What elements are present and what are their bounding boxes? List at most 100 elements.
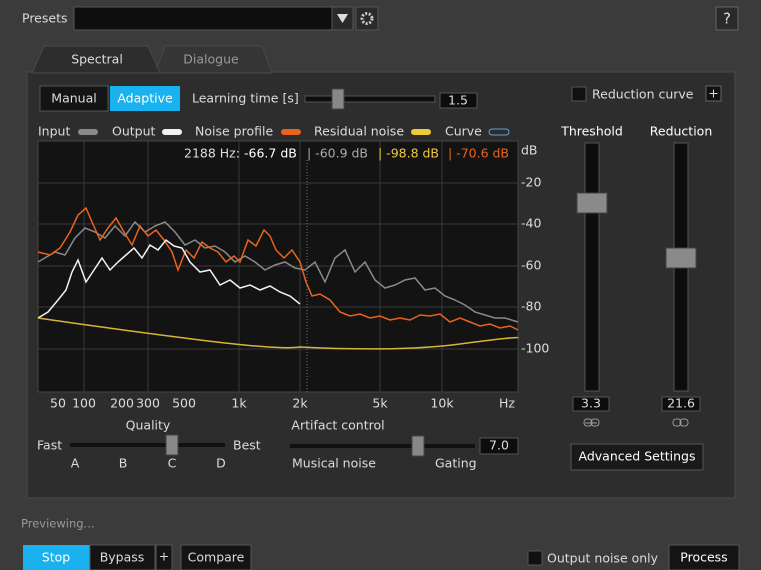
- legend-label: Curve: [445, 124, 482, 139]
- learning-value: 1.5: [448, 93, 468, 108]
- db-label: -40: [521, 216, 541, 231]
- db-label: -80: [521, 299, 541, 314]
- tab-dialogue[interactable]: [154, 45, 273, 74]
- threshold-value-box[interactable]: [572, 396, 610, 412]
- artifact-thumb[interactable]: [411, 435, 425, 457]
- artifact-musical: Musical noise: [292, 456, 376, 471]
- freq-label: 2k: [292, 396, 308, 411]
- reduction-value: 21.6: [667, 396, 695, 411]
- residual-curve: [37, 317, 519, 350]
- quality-best: Best: [233, 438, 261, 453]
- readout-freq: 2188 Hz:: [184, 146, 240, 161]
- stop-label: Stop: [42, 550, 70, 565]
- advanced-settings-button[interactable]: [570, 443, 704, 471]
- reduction-curve-label: Reduction curve: [592, 87, 694, 102]
- bypass-button[interactable]: [89, 544, 156, 570]
- db-label: dB: [521, 143, 538, 158]
- quality-level: A: [71, 456, 80, 471]
- manual-button[interactable]: [39, 85, 109, 112]
- link-icon: [679, 418, 689, 427]
- legend-label: Output: [112, 124, 156, 139]
- freq-label: 50: [50, 396, 66, 411]
- stop-button[interactable]: [23, 545, 90, 570]
- grid: [38, 141, 518, 392]
- quality-level: D: [216, 456, 226, 471]
- artifact-label: Artifact control: [291, 418, 384, 433]
- arrow-icon: [337, 14, 348, 23]
- presets-dropdown[interactable]: [73, 6, 333, 31]
- output-curve: [37, 238, 301, 319]
- threshold-value: 3.3: [581, 396, 601, 411]
- compare-button[interactable]: [180, 544, 252, 570]
- learning-slider[interactable]: [304, 95, 436, 103]
- manual-label: Manual: [51, 91, 96, 106]
- threshold-slider[interactable]: [584, 142, 600, 392]
- help-button[interactable]: [715, 6, 739, 31]
- help-text: ?: [723, 10, 731, 28]
- db-label: -60: [521, 258, 541, 273]
- reduction-value-box[interactable]: [661, 396, 701, 412]
- threshold-label: Threshold: [560, 124, 623, 139]
- legend-swatch: [411, 129, 431, 135]
- quality-level: C: [168, 456, 177, 471]
- artifact-gating: Gating: [435, 456, 477, 471]
- status-text: Previewing...: [21, 517, 95, 531]
- input-curve: [37, 220, 519, 323]
- compare-label: Compare: [188, 550, 245, 565]
- legend-swatch: [281, 129, 301, 135]
- gear-button[interactable]: [355, 6, 379, 31]
- freq-label: 5k: [372, 396, 388, 411]
- output-noise-label: Output noise only: [547, 551, 659, 566]
- output-noise-checkbox[interactable]: [527, 550, 543, 566]
- artifact-value-box[interactable]: [479, 437, 519, 455]
- reduction-curve-checkbox[interactable]: [571, 86, 587, 102]
- plus-label: +: [708, 86, 718, 101]
- freq-label: 300: [136, 396, 160, 411]
- adaptive-label: Adaptive: [117, 91, 173, 106]
- learning-time-label: Learning time [s]: [192, 91, 299, 106]
- learning-thumb[interactable]: [331, 88, 345, 110]
- reduction-label: Reduction: [650, 124, 713, 139]
- freq-label: 500: [172, 396, 196, 411]
- bypass-label: Bypass: [100, 550, 145, 565]
- quality-level: B: [119, 456, 128, 471]
- link-icon[interactable]: [583, 418, 593, 427]
- gear-icon: [360, 12, 374, 25]
- artifact-value: 7.0: [489, 438, 509, 453]
- bypass-plus-label: +: [159, 549, 169, 564]
- readout-residual: | -98.8 dB: [378, 146, 439, 161]
- legend-swatch: [488, 128, 510, 136]
- legend-label: Input: [38, 124, 70, 139]
- adaptive-button[interactable]: [110, 86, 180, 111]
- freq-label: Hz: [499, 396, 515, 411]
- tab-spectral-label: Spectral: [71, 52, 123, 67]
- readout-output: | -60.9 dB: [307, 146, 368, 161]
- threshold-thumb[interactable]: [576, 192, 608, 214]
- presets-label: Presets: [22, 11, 68, 26]
- freq-labels: 50 100 200 300 500 1k 2k 5k 10k Hz: [50, 396, 515, 411]
- process-button[interactable]: [668, 544, 740, 570]
- reduction-thumb[interactable]: [665, 247, 697, 269]
- quality-levels: A B C D: [71, 456, 226, 471]
- readout-input: -66.7 dB: [244, 146, 297, 161]
- freq-label: 10k: [430, 396, 454, 411]
- quality-fast: Fast: [37, 438, 62, 453]
- legend-swatch: [78, 129, 98, 135]
- freq-label: 200: [110, 396, 134, 411]
- learning-value-box[interactable]: [439, 92, 478, 109]
- reduction-curve-plus[interactable]: [705, 85, 722, 102]
- readout-noise: | -70.6 dB: [448, 146, 509, 161]
- noise-profile-curve: [37, 206, 519, 331]
- legend-swatch: [162, 129, 182, 135]
- bypass-plus-button[interactable]: [155, 544, 173, 570]
- tab-dialogue-label: Dialogue: [183, 52, 239, 67]
- tab-spectral[interactable]: [31, 45, 161, 74]
- db-label: -100: [521, 341, 549, 356]
- link-icon: [590, 418, 600, 427]
- legend-label: Noise profile: [195, 124, 273, 139]
- db-label: -20: [521, 175, 541, 190]
- quality-thumb[interactable]: [165, 434, 179, 456]
- link-icon[interactable]: [672, 418, 682, 427]
